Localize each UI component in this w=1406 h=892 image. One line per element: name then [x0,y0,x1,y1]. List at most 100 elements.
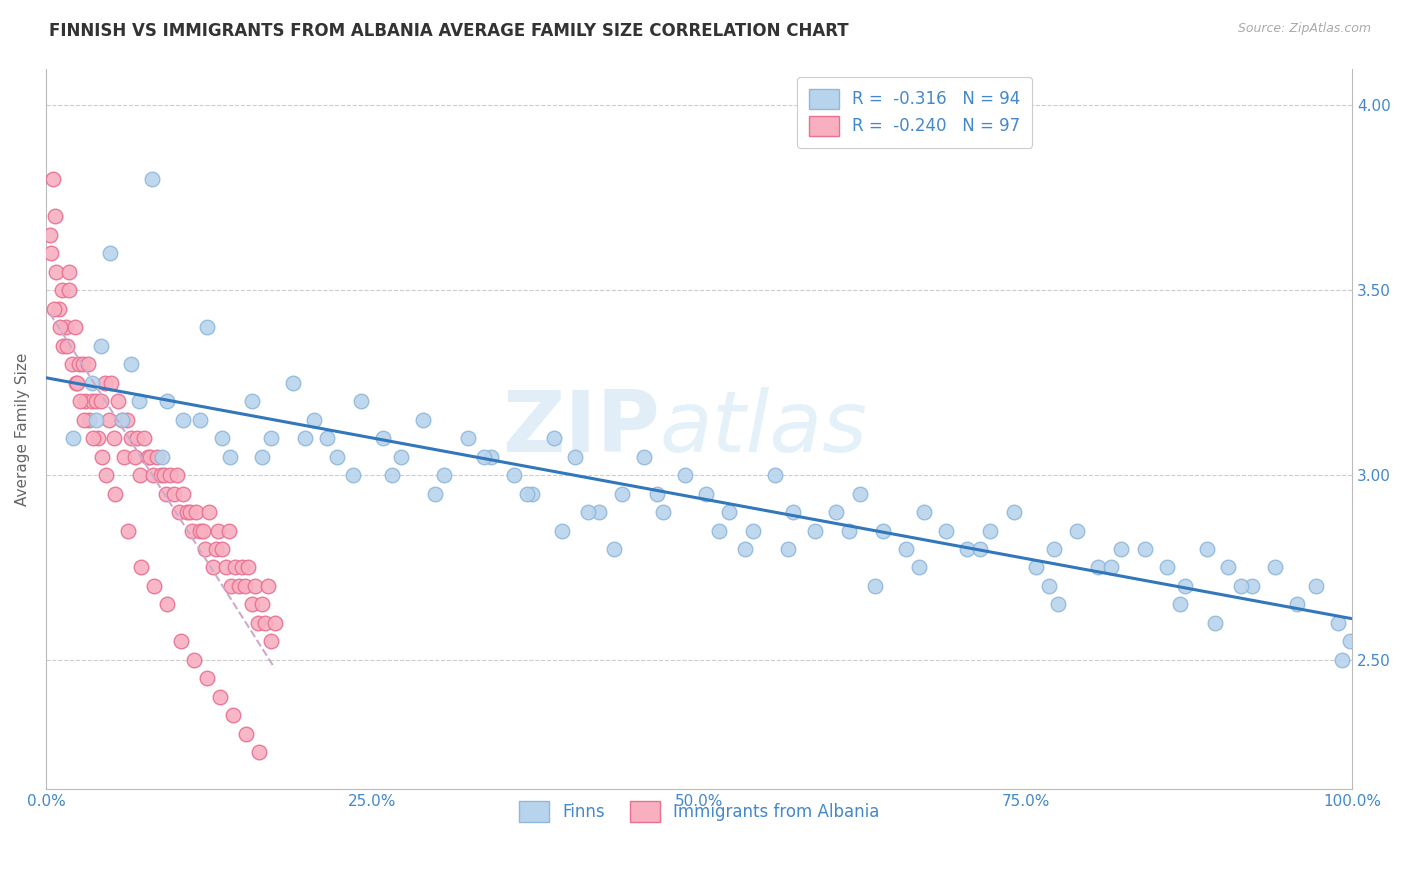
Point [894,541,917,556]
Point [49,320,72,334]
Point [1327,615,1350,630]
Point [1339,634,1361,648]
Point [127,431,149,445]
Point [215,560,238,574]
Point [132,431,155,445]
Point [956,541,979,556]
Point [211,541,233,556]
Point [183,653,205,667]
Point [1002,505,1025,519]
Y-axis label: Average Family Size: Average Family Size [15,352,30,506]
Point [281,376,304,390]
Point [188,412,211,426]
Point [603,541,626,556]
Point [782,505,804,519]
Point [191,524,214,538]
Point [55,320,77,334]
Point [155,486,177,500]
Point [60,357,83,371]
Point [100,376,122,390]
Point [211,431,233,445]
Point [1330,653,1353,667]
Point [90,339,112,353]
Point [776,541,799,556]
Point [136,450,159,464]
Point [1264,560,1286,574]
Point [1087,560,1109,574]
Point [152,468,174,483]
Point [104,486,127,500]
Point [52,339,75,353]
Point [588,505,610,519]
Point [75,394,97,409]
Point [58,265,80,279]
Point [342,468,364,483]
Point [907,560,929,574]
Point [381,468,404,483]
Point [1043,541,1066,556]
Point [222,708,245,723]
Point [221,579,243,593]
Point [167,505,190,519]
Point [576,505,599,519]
Point [66,376,89,390]
Point [208,690,231,704]
Point [84,412,107,426]
Point [247,745,270,759]
Point [107,394,129,409]
Point [111,412,134,426]
Point [39,246,62,260]
Point [179,505,201,519]
Point [169,634,191,648]
Point [1240,579,1263,593]
Point [302,412,325,426]
Point [156,394,179,409]
Point [1197,541,1219,556]
Point [254,615,277,630]
Point [117,524,139,538]
Point [218,524,240,538]
Point [1230,579,1253,593]
Point [129,468,152,483]
Point [520,486,543,500]
Point [1099,560,1122,574]
Point [263,615,285,630]
Point [77,412,100,426]
Point [128,394,150,409]
Point [326,450,349,464]
Point [472,450,495,464]
Point [62,431,84,445]
Point [433,468,456,483]
Point [1305,579,1327,593]
Point [233,579,256,593]
Point [159,468,181,483]
Point [872,524,894,538]
Point [350,394,373,409]
Point [166,468,188,483]
Text: FINNISH VS IMMIGRANTS FROM ALBANIA AVERAGE FAMILY SIZE CORRELATION CHART: FINNISH VS IMMIGRANTS FROM ALBANIA AVERA… [49,22,849,40]
Point [98,246,121,260]
Point [610,486,633,500]
Point [849,486,872,500]
Point [246,615,269,630]
Point [865,579,887,593]
Point [294,431,316,445]
Point [41,172,63,186]
Point [838,524,860,538]
Point [51,283,73,297]
Point [457,431,479,445]
Point [315,431,337,445]
Point [250,450,273,464]
Point [150,450,173,464]
Point [425,486,447,500]
Point [371,431,394,445]
Point [564,450,586,464]
Point [195,320,218,334]
Point [111,412,134,426]
Point [224,560,246,574]
Point [647,486,669,500]
Point [1025,560,1047,574]
Point [651,505,673,519]
Point [673,468,696,483]
Point [143,579,166,593]
